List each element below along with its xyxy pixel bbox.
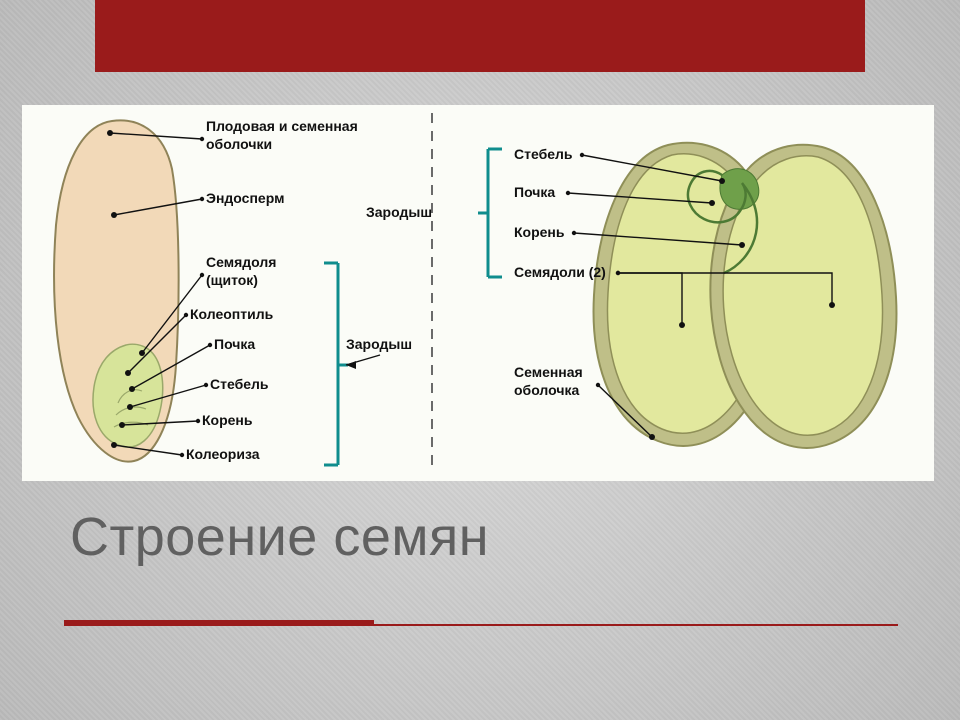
bracket-arrowhead [346,361,356,369]
diagram-label: Колеориза [186,446,260,462]
bracket-left [324,263,348,465]
pointer-origin-dot [180,453,184,457]
pointer-dot [739,242,745,248]
pointer-origin-dot [572,231,576,235]
page-title: Строение семян [70,506,489,568]
diagram-label: Почка [214,336,255,352]
underline-accent-long [64,624,898,626]
diagram-label: Эндосперм [206,190,284,206]
diagram-label: Семядоли (2) [514,264,606,280]
seed-diagram: Плодовая и семенная оболочки Эндосперм Семя… [22,105,934,481]
diagram-label: Плодовая и семенная [206,118,358,134]
pointer-dot [709,200,715,206]
diagram-label: оболочки [206,136,272,152]
diagram-label: Колеоптиль [190,306,274,322]
pointer-origin-dot [196,419,200,423]
pointer-origin-dot [200,273,204,277]
pointer-dot [111,442,117,448]
pointer-origin-dot [208,343,212,347]
pointer-dot [129,386,135,392]
pointer-dot [719,178,725,184]
pointer-origin-dot [596,383,600,387]
pointer-origin-dot [616,271,620,275]
pointer-dot [139,350,145,356]
header-bar [95,0,865,72]
diagram-label: (щиток) [206,272,258,288]
pointer-origin-dot [204,383,208,387]
diagram-label: Корень [202,412,253,428]
bracket-right [478,149,502,277]
diagram-label: Почка [514,184,555,200]
diagram-label: Семенная [514,364,583,380]
pointer-origin-dot [184,313,188,317]
bracket-label-right: Зародыш [366,204,432,220]
diagram-label: Стебель [210,376,269,392]
pointer-dot [649,434,655,440]
pointer-dot [829,302,835,308]
pointer-dot [119,422,125,428]
diagram-label: Стебель [514,146,573,162]
diagram-label: оболочка [514,382,579,398]
pointer-dot [127,404,133,410]
pointer-origin-dot [566,191,570,195]
pointer-dot [125,370,131,376]
pointer-origin-dot [580,153,584,157]
diagram-panel: Плодовая и семенная оболочки Эндосперм Семя… [22,105,934,481]
diagram-label: Корень [514,224,565,240]
bracket-label-left: Зародыш [346,336,412,352]
pointer-dot [111,212,117,218]
pointer-origin-dot [200,197,204,201]
pointer-origin-dot [200,137,204,141]
pointer-dot [107,130,113,136]
diagram-label: Семядоля [206,254,276,270]
pointer-dot [679,322,685,328]
